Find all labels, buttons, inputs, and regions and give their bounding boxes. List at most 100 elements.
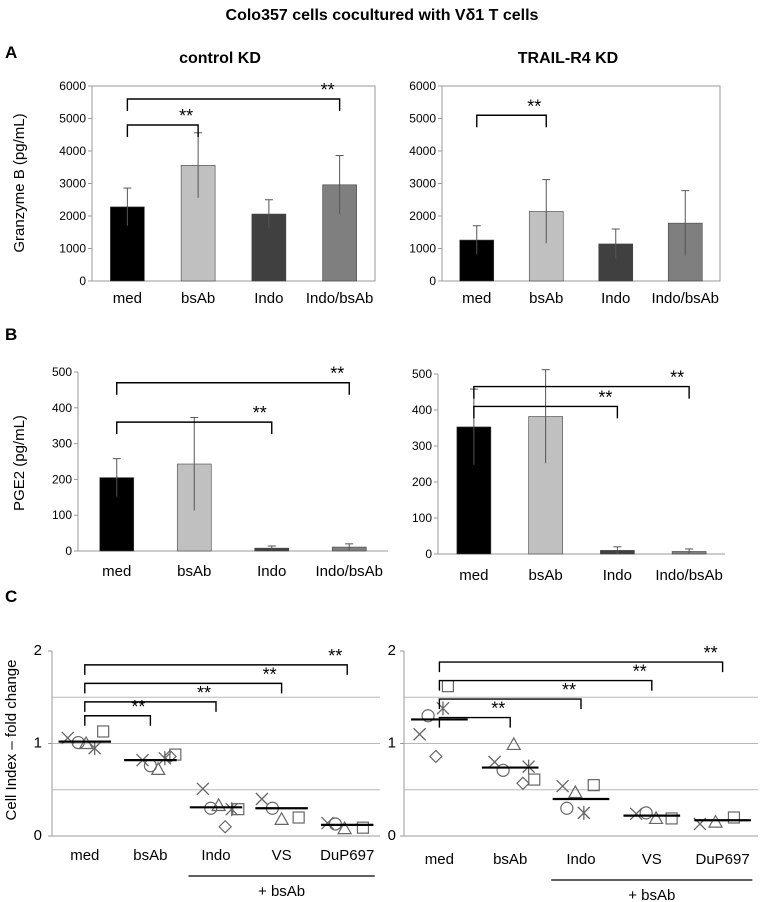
significance-bracket <box>84 715 152 726</box>
data-point <box>292 811 305 824</box>
data-point <box>496 763 510 777</box>
significance-label: ** <box>633 662 647 682</box>
y-tick-label: 200 <box>52 472 72 486</box>
y-tick-label: 3000 <box>59 177 86 191</box>
x-tick-label: med <box>113 290 142 307</box>
significance-bracket <box>84 664 348 675</box>
panel-c-trail-r4-kd: 0 1 2 med bsAb Indo VS DuP697 + bsAb ** ** ** ** <box>388 642 758 902</box>
data-point <box>528 773 541 786</box>
y-axis-label: Cell Index – fold change <box>3 660 20 821</box>
y-tick-label: 0 <box>79 274 86 288</box>
data-point <box>218 819 233 834</box>
y-tick-label: 3000 <box>409 177 436 191</box>
y-tick-label: 200 <box>412 475 432 489</box>
group-label: + bsAb <box>628 887 675 902</box>
significance-bracket <box>116 382 350 395</box>
y-axis-label: PGE2 (pg/mL) <box>11 415 28 511</box>
significance-bracket <box>84 701 217 712</box>
data-point <box>516 776 530 791</box>
chart-title: TRAIL-R4 KD <box>518 50 618 67</box>
data-point <box>587 779 600 792</box>
significance-label: ** <box>562 680 576 700</box>
data-point <box>169 748 182 761</box>
data-point <box>150 761 166 775</box>
significance-label: ** <box>131 697 145 717</box>
significance-bracket <box>476 114 547 128</box>
significance-bracket <box>473 405 619 419</box>
x-tick-label: VS <box>642 851 662 868</box>
y-axis-label: Granzyme B (pg/mL) <box>11 113 28 252</box>
x-tick-label: DuP697 <box>320 847 374 864</box>
data-point <box>567 784 583 799</box>
panel-a-trail-r4-kd: TRAIL-R4 KD 0 1000 2000 3000 4000 5000 6000 med… <box>409 50 721 307</box>
data-point <box>413 727 427 741</box>
x-tick-label: bsAb <box>181 290 215 307</box>
y-tick-label: 0 <box>34 827 42 844</box>
y-tick-label: 1 <box>388 735 396 752</box>
data-point <box>639 806 653 820</box>
significance-label: ** <box>321 80 335 100</box>
data-point <box>337 820 353 835</box>
figure-title: Colo357 cells cocultured with Vδ1 T cell… <box>226 7 539 24</box>
x-tick-label: VS <box>272 847 292 864</box>
significance-bracket <box>116 421 273 435</box>
x-tick-label: Indo/bsAb <box>655 567 723 584</box>
data-point <box>429 749 443 764</box>
y-tick-label: 1 <box>34 735 42 752</box>
significance-label: ** <box>328 646 342 666</box>
significance-label: ** <box>253 403 267 423</box>
data-point <box>356 821 370 834</box>
data-point <box>421 709 435 723</box>
data-point <box>196 782 210 796</box>
y-tick-label: 0 <box>429 274 436 288</box>
data-point <box>648 810 664 825</box>
group-label: + bsAb <box>258 883 305 900</box>
y-tick-label: 5000 <box>59 112 86 126</box>
y-tick-label: 4000 <box>409 144 436 158</box>
data-point <box>665 812 678 825</box>
data-point <box>211 797 227 812</box>
panel-b-control-kd: B PGE2 (pg/mL) 0 100 200 300 400 500 med bsAb In… <box>5 325 388 580</box>
data-point <box>560 801 574 815</box>
x-tick-label: Indo <box>566 851 595 868</box>
panel-letter-a: A <box>5 43 17 62</box>
significance-bracket <box>84 682 283 694</box>
data-point <box>441 680 454 693</box>
y-tick-label: 1000 <box>409 242 436 256</box>
y-tick-label: 500 <box>52 365 72 379</box>
x-tick-label: med <box>425 851 454 868</box>
significance-bracket <box>126 98 341 111</box>
y-tick-label: 0 <box>425 547 432 561</box>
y-tick-label: 100 <box>412 511 432 525</box>
data-point <box>88 741 102 756</box>
significance-bracket <box>126 124 199 137</box>
x-tick-label: med <box>459 567 488 584</box>
significance-label: ** <box>197 683 211 703</box>
y-tick-label: 6000 <box>409 79 436 93</box>
x-tick-label: med <box>70 847 99 864</box>
x-tick-label: Indo/bsAb <box>306 290 374 307</box>
data-point <box>158 751 172 766</box>
data-point <box>232 803 245 816</box>
significance-label: ** <box>263 664 277 684</box>
panel-letter-c: C <box>5 587 17 606</box>
x-tick-label: Indo <box>603 567 632 584</box>
x-tick-label: Indo <box>257 563 286 580</box>
x-tick-label: Indo/bsAb <box>651 290 719 307</box>
data-point <box>727 811 741 824</box>
x-tick-label: med <box>102 563 131 580</box>
panel-b-trail-r4-kd: 0 100 200 300 400 500 med bsAb Indo Indo/bsAb ** ** <box>412 367 725 584</box>
significance-label: ** <box>491 699 505 719</box>
y-tick-label: 2000 <box>59 209 86 223</box>
data-point <box>274 811 290 825</box>
bar <box>251 213 287 282</box>
y-tick-label: 300 <box>412 439 432 453</box>
y-tick-label: 2 <box>34 642 42 659</box>
x-tick-label: Indo <box>201 847 230 864</box>
y-tick-label: 5000 <box>409 112 436 126</box>
y-tick-label: 4000 <box>59 144 86 158</box>
significance-label: ** <box>670 368 684 388</box>
chart-title: control KD <box>179 50 261 67</box>
data-point <box>97 725 110 738</box>
